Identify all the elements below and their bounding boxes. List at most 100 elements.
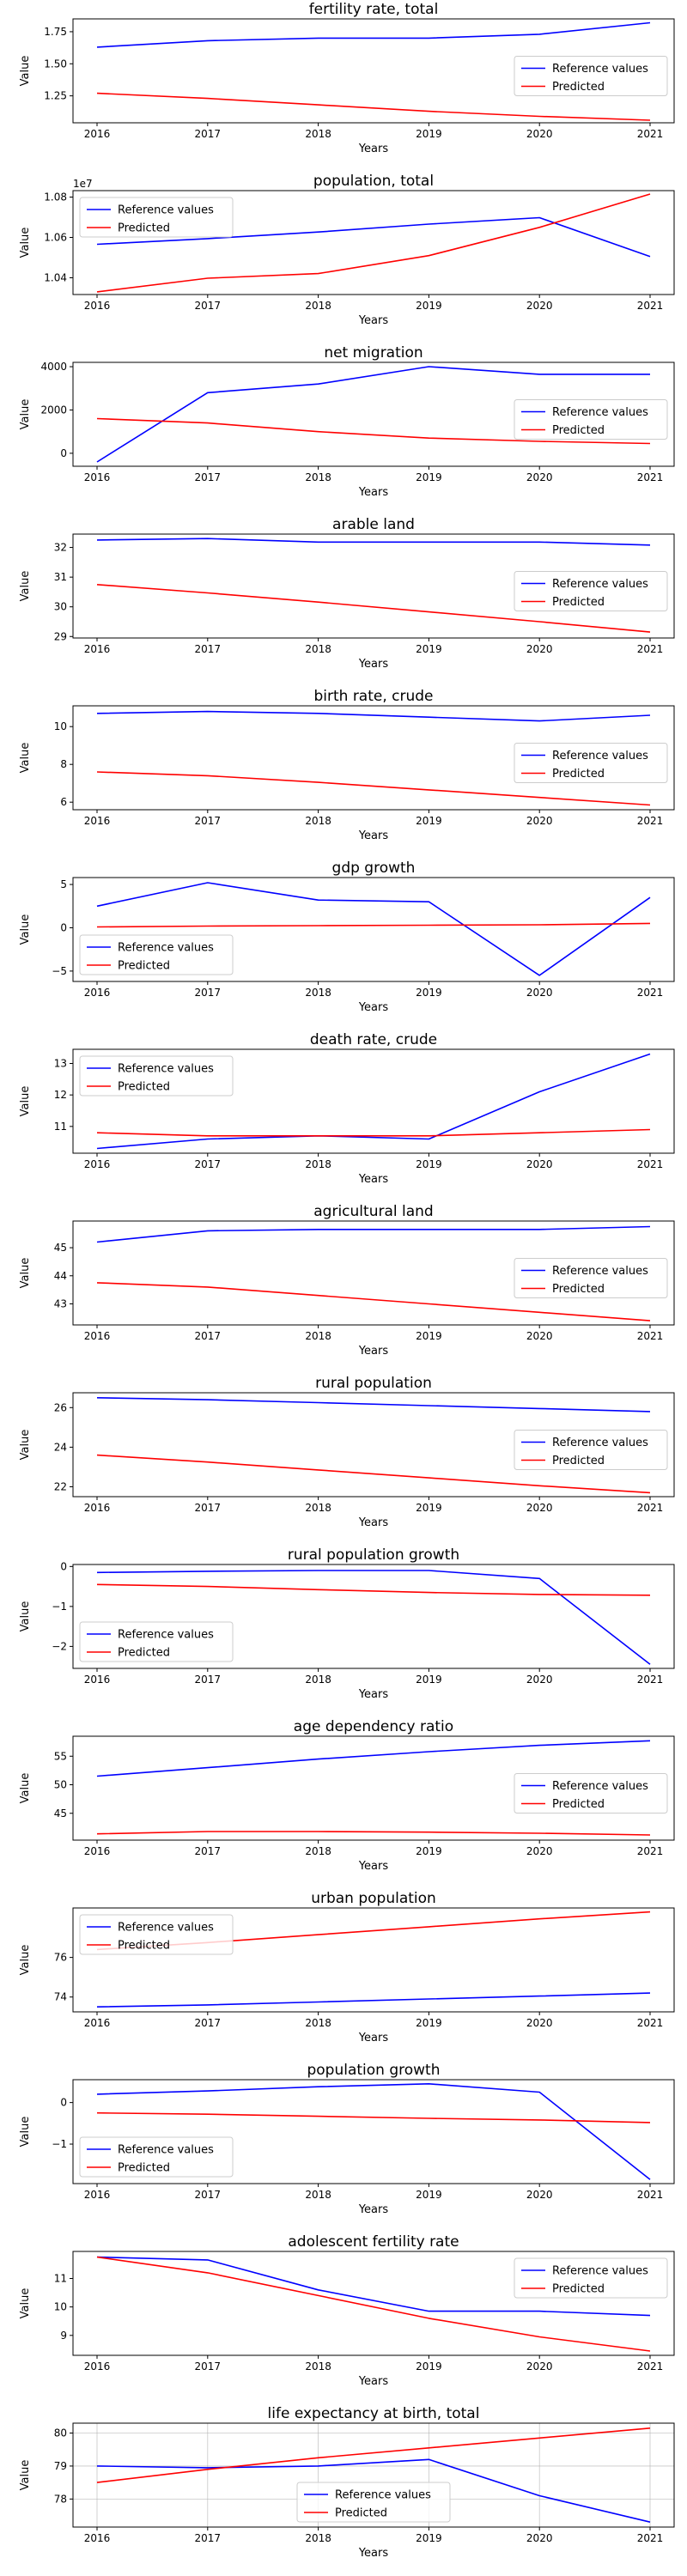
y-tick-label: 50 [54,1779,67,1791]
chart-panel: rural population 2016 2017 2018 2019 2020 2021… [19,1375,675,1529]
legend-label-reference: Reference values [118,2144,214,2157]
x-axis-label: Years [358,1001,389,1014]
x-tick-label: 2020 [526,2360,553,2372]
x-tick-label: 2016 [84,471,111,483]
x-tick-label: 2018 [305,987,331,999]
y-axis-label: Value [19,399,32,430]
y-tick-label: 0 [60,1560,67,1572]
y-tick-label: 11 [54,1121,67,1133]
legend-label-predicted: Predicted [118,1940,170,1953]
x-axis-label: Years [358,829,389,842]
legend-label-reference: Reference values [552,1780,648,1793]
x-tick-label: 2021 [637,300,664,312]
legend-label-reference: Reference values [552,1437,648,1449]
y-tick-label: 44 [54,1270,67,1282]
predicted-series-line [96,1583,651,1596]
x-tick-label: 2021 [637,1330,664,1342]
legend: Reference values Predicted [79,1055,234,1097]
y-tick-label: 10 [54,2301,67,2313]
x-tick-label: 2016 [84,1158,111,1170]
y-tick-label: 45 [54,1242,67,1254]
reference-series-line [96,2458,651,2523]
axes-frame [72,877,675,982]
x-tick-label: 2019 [416,128,442,140]
x-tick-label: 2018 [305,1158,331,1170]
x-tick-label: 2021 [637,1158,664,1170]
x-tick-label: 2019 [416,2189,442,2201]
x-tick-label: 2020 [526,1845,553,1857]
x-axis-label: Years [358,314,389,327]
x-tick-label: 2017 [195,471,222,483]
y-tick-label: 30 [54,601,67,613]
x-tick-label: 2017 [195,300,222,312]
x-tick-label: 2021 [637,1502,664,1514]
y-axis-label: Value [19,56,32,87]
legend-label-predicted: Predicted [552,1283,605,1296]
legend-label-predicted: Predicted [552,768,605,781]
y-axis-label: Value [19,1430,32,1461]
legend-label-predicted: Predicted [552,1798,605,1811]
legend: Reference values Predicted [79,197,234,238]
x-tick-label: 2016 [84,128,111,140]
y-axis-label: Value [19,2288,32,2319]
x-axis-label: Years [358,2203,389,2216]
legend-label-reference: Reference values [118,942,214,955]
x-tick-label: 2021 [637,471,664,483]
legend-box [79,2136,234,2178]
x-tick-label: 2020 [526,1330,553,1342]
y-tick-label: 80 [54,2427,67,2439]
x-tick-label: 2018 [305,471,331,483]
axes-frame [72,705,675,811]
x-tick-label: 2016 [84,987,111,999]
y-axis-label: Value [19,1945,32,1976]
legend-label-predicted: Predicted [118,1647,170,1660]
y-axis-label: Value [19,914,32,945]
reference-series-line [96,710,651,722]
y-axis-label: Value [19,1773,32,1804]
x-axis-label: Years [358,2032,389,2044]
legend-label-reference: Reference values [552,1265,648,1278]
x-tick-label: 2018 [305,128,331,140]
legend-box [79,197,234,238]
legend-box [79,1914,234,1955]
legend-label-reference: Reference values [552,750,648,762]
y-axis-label: Value [19,1086,32,1117]
y-tick-label: −2 [52,1640,67,1652]
reference-series-line [96,538,651,546]
y-tick-label: 31 [54,571,67,583]
reference-series-line [96,1053,651,1150]
predicted-series-line [96,92,651,121]
y-tick-label: 4000 [40,361,67,373]
y-axis-label: Value [19,228,32,258]
legend-label-reference: Reference values [118,1063,214,1076]
chart-title: agricultural land [313,1203,433,1220]
x-tick-label: 2019 [416,987,442,999]
chart-title: gdp growth [332,860,416,877]
reference-series-line [96,1740,651,1777]
chart-title: birth rate, crude [313,688,433,705]
axes-frame [72,2251,675,2356]
reference-series-line [96,21,651,48]
reference-series-line [96,1397,651,1413]
reference-series-line [96,882,651,976]
predicted-series-line [96,193,651,293]
legend: Reference values Predicted [514,399,668,440]
chart-panel: population, total 2016 2017 2018 2019 2020 202… [19,173,675,327]
axes-frame [72,1392,675,1498]
y-tick-label: 74 [54,1991,67,2003]
legend: Reference values Predicted [514,571,668,611]
x-tick-label: 2019 [416,815,442,827]
y-axis-label: Value [19,2460,32,2491]
x-tick-label: 2018 [305,643,331,655]
legend-box [514,743,668,783]
legend: Reference values Predicted [514,1258,668,1298]
axes-frame [72,533,675,639]
y-tick-label: 1.08 [44,191,67,204]
legend-label-reference: Reference values [552,63,648,76]
axes-frame [72,18,675,124]
y-tick-label: 6 [60,796,67,808]
chart-panel: adolescent fertility rate 2016 2017 2018 201… [19,2233,675,2388]
y-tick-label: 10 [54,720,67,732]
chart-panel: gdp growth 2016 2017 2018 2019 2020 2021 −5 0 5 Ye… [19,860,675,1014]
x-tick-label: 2020 [526,2532,553,2544]
